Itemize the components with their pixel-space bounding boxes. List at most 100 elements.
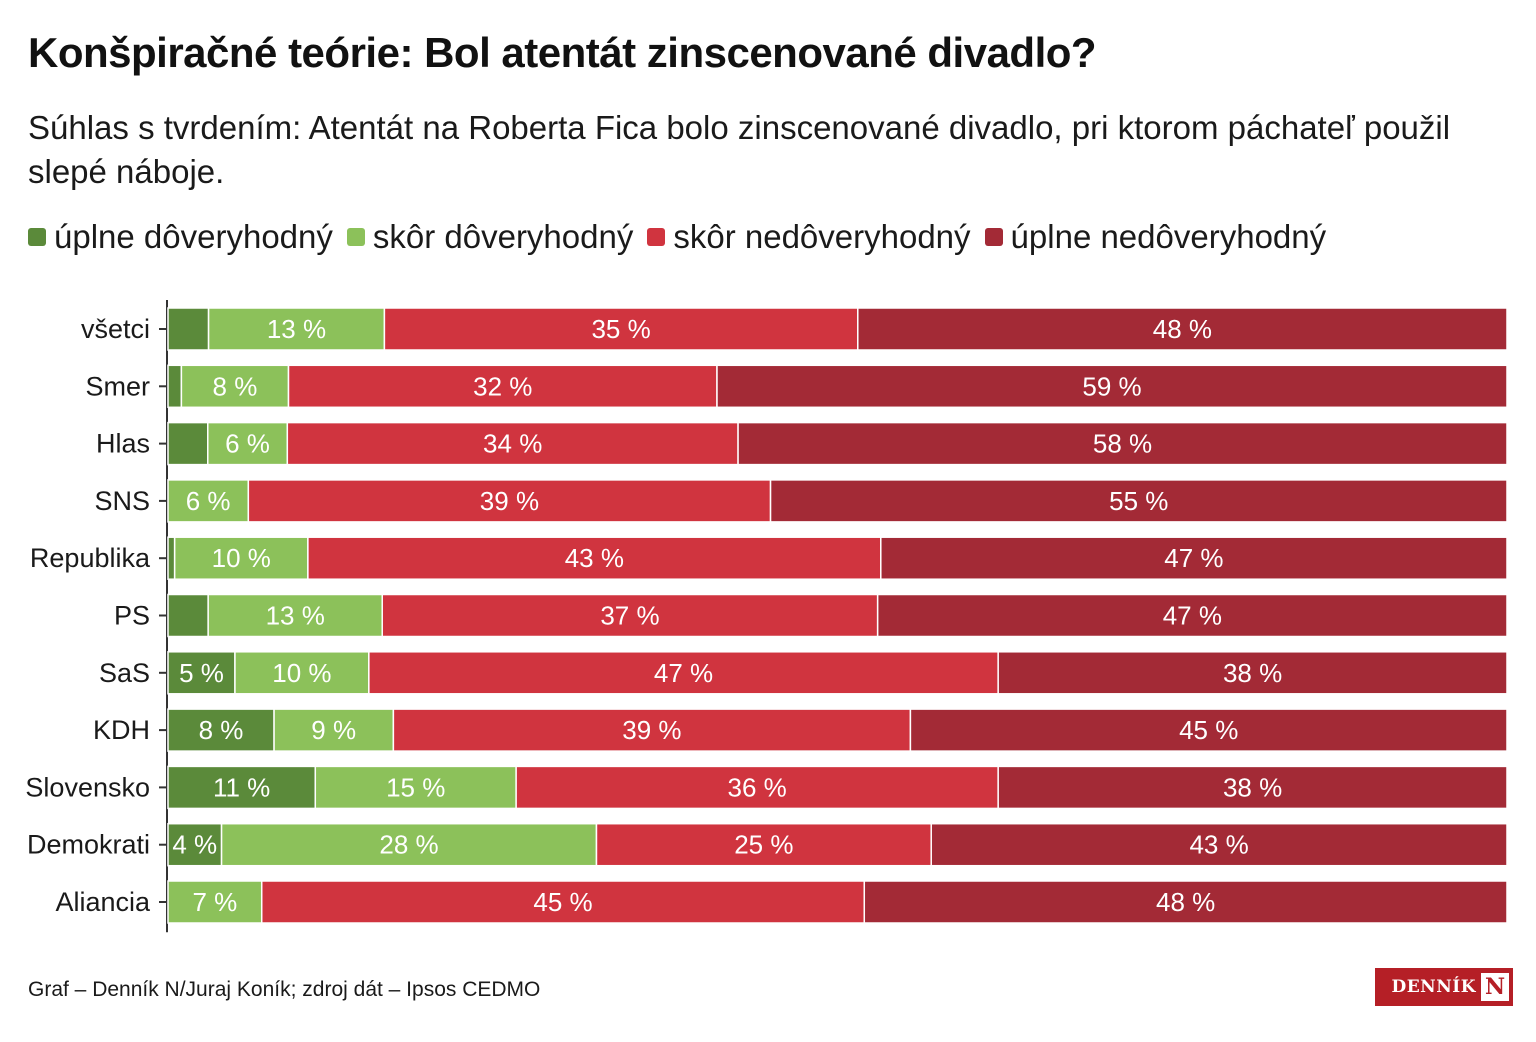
bar-chart: všetci 13 % 35 % 48 % Smer 8 % 32 % 59 % Hlas 6 %… [25,300,1508,933]
category-label: Aliancia [55,887,151,917]
legend-swatch [28,228,46,246]
data-label: 10 % [272,658,331,688]
data-label: 8 % [199,715,244,745]
bar-segment [167,651,236,695]
data-label: 48 % [1153,314,1212,344]
chart-subtitle: Súhlas s tvrdením: Atentát na Roberta Fi… [28,109,1451,190]
chart-title: Konšpiračné teórie: Bol atentát zinsceno… [28,29,1097,76]
bar-segment [287,364,718,409]
data-label: 15 % [386,772,445,802]
data-label: 6 % [186,486,231,516]
bar-segment [167,421,209,466]
data-label: 47 % [1164,543,1223,573]
legend-label: skôr nedôveryhodný [673,218,971,255]
bar-segment [880,536,1508,580]
data-label: 43 % [565,543,624,573]
category-label: Hlas [96,429,150,459]
category-label: KDH [93,715,150,745]
bar-segment [167,822,223,867]
legend: úplne dôveryhodný skôr dôveryhodný skôr ne… [28,218,1340,256]
bar-segment [314,765,517,810]
data-label: 43 % [1189,830,1248,860]
bar-segment [392,708,912,752]
source-note: Graf – Denník N/Juraj Koník; zdroj dát –… [28,978,541,1001]
bar-segment [737,421,1508,466]
bar-segment [180,364,290,409]
bar-segment [167,880,263,924]
logo-text: DENNÍK [1391,977,1476,997]
legend-swatch [346,228,365,246]
bar-segment [383,307,859,351]
bar-segment [260,880,866,924]
bar-segment [769,479,1508,523]
bar-segment [207,593,383,638]
data-label: 45 % [533,887,592,917]
bar-segment [167,536,176,580]
bar-segment [273,708,395,752]
legend-swatch [984,228,1003,246]
category-label: SNS [94,486,150,516]
data-label: 48 % [1156,887,1215,917]
data-label: 8 % [213,371,258,401]
data-label: 59 % [1082,371,1141,401]
bar-segment [595,822,932,867]
legend-label: úplne nedôveryhodný [1010,218,1327,255]
category-label: Republika [30,543,151,573]
data-label: 39 % [480,486,539,516]
data-label: 10 % [212,543,271,573]
data-label: 13 % [267,314,326,344]
bar-segment [207,307,386,351]
bar-segment [167,708,275,752]
data-label: 47 % [654,658,713,688]
legend-item: úplne dôveryhodný [28,218,333,256]
bar-segment [167,364,183,409]
bar-segment [930,822,1508,867]
category-label: Slovensko [25,772,150,802]
data-label: 5 % [179,658,224,688]
category-label: SaS [99,658,150,688]
data-label: 11 % [213,772,270,802]
data-label: 13 % [266,601,325,631]
data-label: 38 % [1223,772,1282,802]
data-label: 25 % [734,830,793,860]
data-label: 47 % [1163,601,1222,631]
data-label: 45 % [1179,715,1238,745]
bar-segment [863,880,1508,924]
data-label: 35 % [591,314,650,344]
data-label: 9 % [311,715,356,745]
data-label: 36 % [728,772,787,802]
legend-label: úplne dôveryhodný [54,218,333,255]
bar-segment [220,822,598,867]
data-label: 7 % [192,887,237,917]
bar-segment [234,651,370,695]
data-label: 39 % [622,715,681,745]
category-label: Smer [85,371,150,401]
data-label: 6 % [225,429,270,459]
legend-item: úplne nedôveryhodný [984,218,1327,256]
bar-segment [716,364,1508,409]
bar-segment [857,307,1508,351]
bar-segment [307,536,882,580]
publisher-logo: DENNÍK N [1375,968,1513,1006]
bar-segment [876,593,1508,638]
legend-item: skôr nedôveryhodný [647,218,971,256]
bar-segment [167,593,209,638]
bar-segment [173,536,309,580]
bar-segment [381,593,879,638]
category-label: všetci [81,314,150,344]
data-label: 34 % [483,429,542,459]
bar-segment [997,651,1508,695]
logo-letter: N [1481,973,1509,1001]
category-label: Demokrati [27,830,150,860]
data-label: 37 % [600,601,659,631]
data-label: 55 % [1109,486,1168,516]
legend-swatch [647,228,666,246]
data-label: 4 % [172,830,217,860]
data-label: 32 % [473,371,532,401]
data-label: 38 % [1223,658,1282,688]
bar-segment [515,765,999,810]
bar-segment [909,708,1508,752]
bar-segment [247,479,772,523]
bar-segment [167,307,210,351]
data-label: 58 % [1093,429,1152,459]
